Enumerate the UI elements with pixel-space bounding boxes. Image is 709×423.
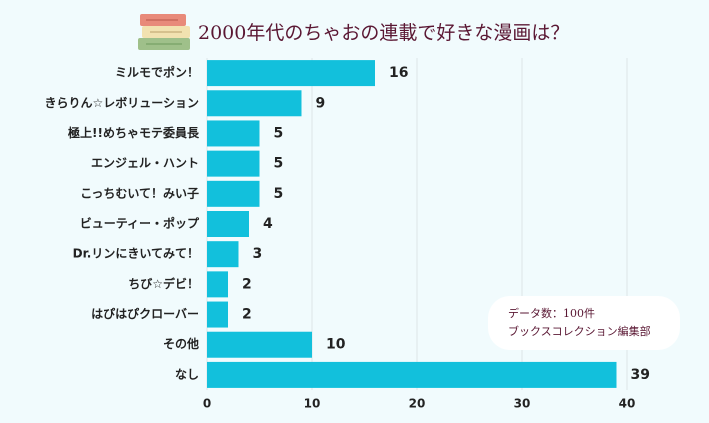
- value-label: 2: [242, 307, 252, 323]
- bar: [207, 90, 302, 117]
- bar: [207, 271, 228, 298]
- value-label: 5: [274, 186, 284, 202]
- y-tick-label: なし: [175, 367, 199, 381]
- value-label: 4: [263, 216, 273, 232]
- value-label: 5: [274, 125, 284, 141]
- value-label: 3: [253, 246, 263, 262]
- bar: [207, 361, 617, 388]
- y-tick-label: はぴはぴクローバー: [91, 307, 199, 321]
- y-tick-label: その他: [163, 336, 199, 351]
- note-box: [488, 296, 680, 350]
- y-tick-label: 極上!!めちゃモテ委員長: [68, 125, 200, 140]
- bar: [207, 331, 312, 358]
- x-tick-label: 10: [304, 397, 321, 411]
- value-label: 9: [316, 95, 326, 111]
- x-tick-label: 0: [203, 397, 211, 411]
- bar: [207, 241, 239, 268]
- note: データ数：100件: [508, 306, 595, 320]
- y-tick-label: きらりん☆レボリューション: [44, 95, 199, 110]
- bar: [207, 150, 260, 177]
- y-tick-label: Dr.リンにきいてみて！: [73, 247, 199, 261]
- x-tick-label: 40: [619, 397, 636, 411]
- value-label: 16: [389, 65, 408, 81]
- y-tick-label: ちび☆デビ！: [128, 276, 199, 291]
- chart-title: 2000年代のちゃおの連載で好きな漫画は？: [198, 22, 569, 44]
- note: ブックスコレクション編集部: [508, 324, 651, 338]
- y-tick-label: ミルモでポン！: [115, 65, 199, 80]
- bar: [207, 301, 228, 328]
- y-tick-label: ビューティー・ポップ: [80, 216, 200, 231]
- value-label: 2: [242, 276, 252, 292]
- y-tick-label: こっちむいて！みい子: [80, 186, 199, 200]
- bar: [207, 211, 249, 237]
- bar: [207, 180, 260, 207]
- bar: [207, 60, 375, 87]
- x-tick-label: 20: [409, 397, 426, 411]
- books-icon: [138, 14, 190, 50]
- value-label: 5: [274, 156, 284, 172]
- value-label: 39: [631, 367, 650, 383]
- value-label: 10: [326, 337, 346, 353]
- x-tick-label: 30: [514, 397, 531, 411]
- bar: [207, 120, 260, 147]
- y-tick-label: エンジェル・ハント: [91, 156, 199, 170]
